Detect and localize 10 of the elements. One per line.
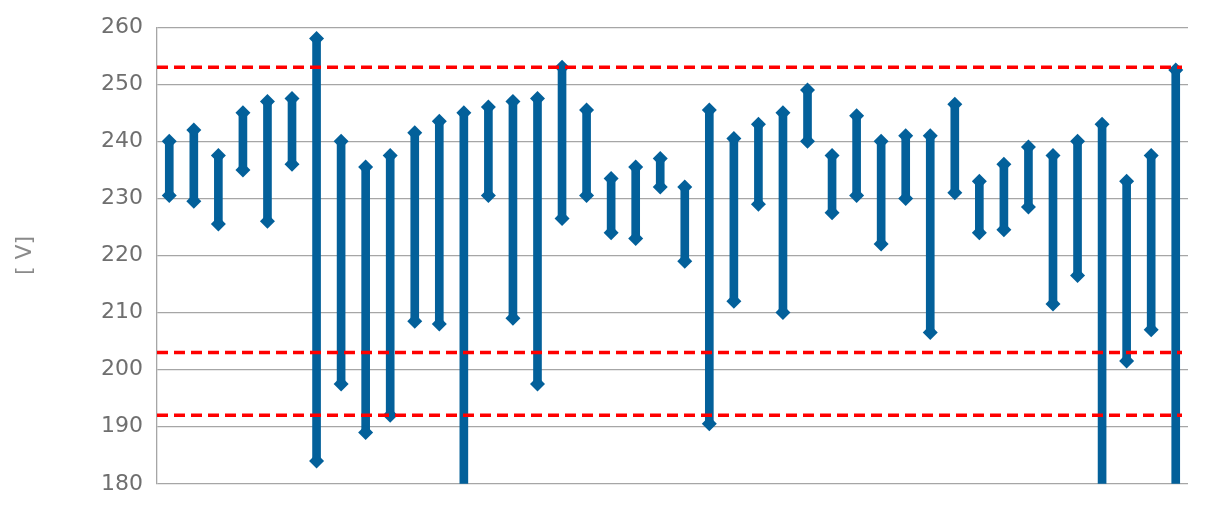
y-tick-label: 230 — [101, 184, 143, 210]
y-tick-label: 250 — [101, 69, 143, 95]
y-tick-label: 240 — [101, 127, 143, 153]
y-axis-title: [ V] — [10, 235, 36, 276]
y-tick-label: 210 — [101, 298, 143, 324]
y-tick-label: 260 — [101, 12, 143, 38]
y-tick-label: 220 — [101, 241, 143, 267]
y-tick-label: 180 — [101, 469, 143, 495]
y-tick-label: 200 — [101, 355, 143, 381]
y-tick-label: 190 — [101, 412, 143, 438]
